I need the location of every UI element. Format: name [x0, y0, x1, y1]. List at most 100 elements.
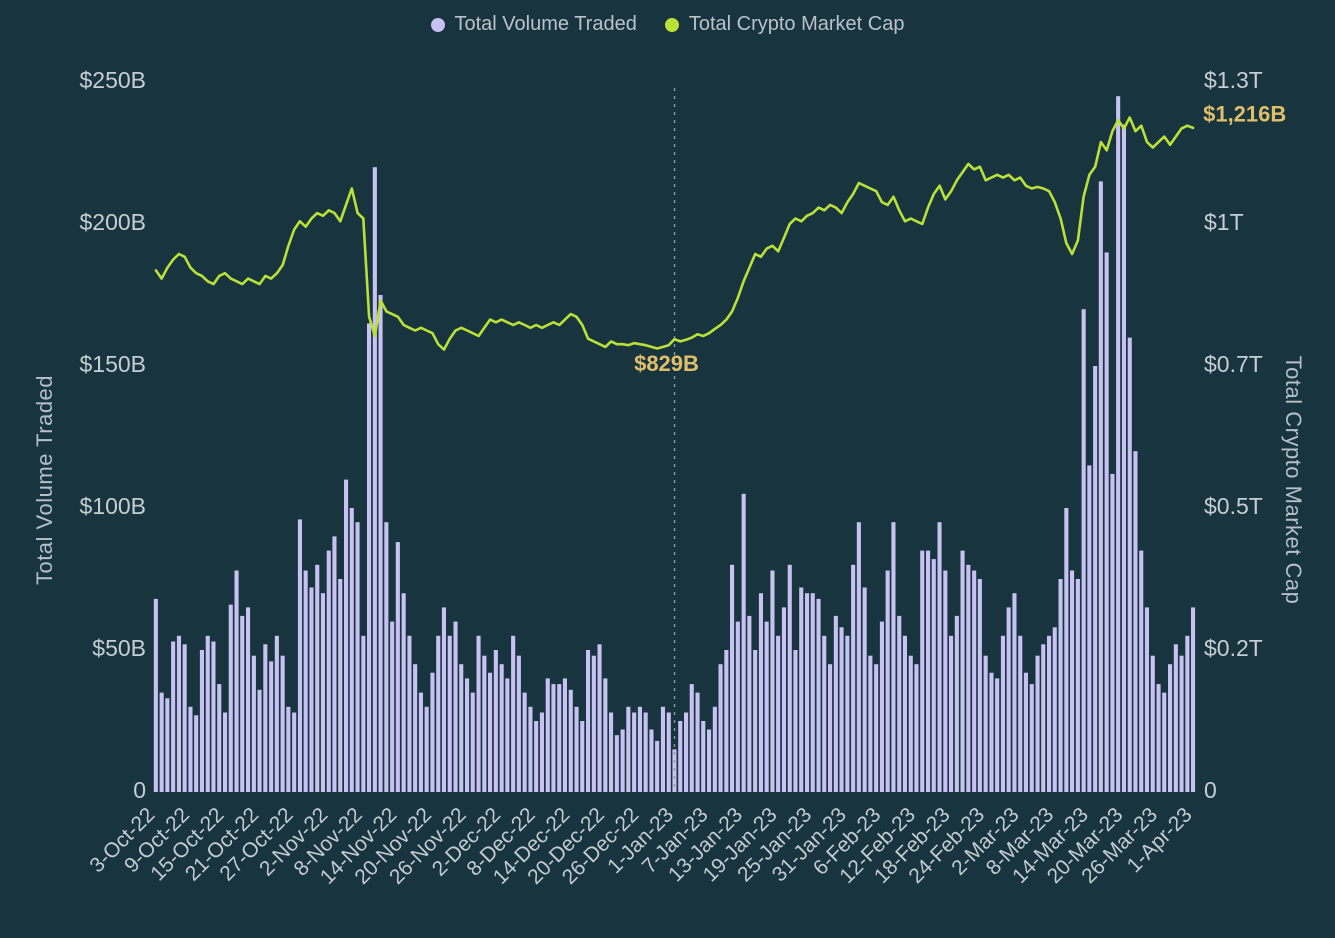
volume-bar[interactable]: [591, 655, 596, 792]
volume-bar[interactable]: [891, 522, 896, 792]
volume-bar[interactable]: [949, 635, 954, 792]
volume-bar[interactable]: [367, 323, 372, 792]
volume-bar[interactable]: [1121, 124, 1126, 793]
volume-bar[interactable]: [816, 598, 821, 792]
volume-bar[interactable]: [770, 570, 775, 793]
volume-bar[interactable]: [926, 550, 931, 792]
volume-bar[interactable]: [1018, 635, 1023, 792]
volume-bar[interactable]: [562, 678, 567, 792]
volume-bar[interactable]: [637, 706, 642, 792]
volume-bar[interactable]: [355, 522, 360, 792]
volume-bar[interactable]: [1029, 684, 1034, 792]
volume-bar[interactable]: [586, 650, 591, 792]
volume-bar[interactable]: [182, 644, 187, 792]
volume-bar[interactable]: [960, 550, 965, 792]
volume-bar[interactable]: [534, 721, 539, 792]
volume-bar[interactable]: [424, 706, 429, 792]
volume-bar[interactable]: [372, 167, 377, 792]
legend-item-volume[interactable]: Total Volume Traded: [430, 13, 637, 36]
volume-bar[interactable]: [845, 635, 850, 792]
volume-bar[interactable]: [839, 627, 844, 792]
volume-bar[interactable]: [1058, 579, 1063, 792]
volume-bar[interactable]: [787, 564, 792, 792]
volume-bar[interactable]: [799, 587, 804, 793]
volume-bar[interactable]: [199, 650, 204, 792]
volume-bar[interactable]: [528, 706, 533, 792]
volume-bar[interactable]: [684, 712, 689, 793]
volume-bar[interactable]: [194, 715, 199, 792]
volume-bar[interactable]: [620, 729, 625, 793]
volume-bar[interactable]: [678, 721, 683, 792]
volume-bar[interactable]: [833, 615, 838, 792]
volume-bar[interactable]: [338, 579, 343, 792]
volume-bar[interactable]: [580, 721, 585, 792]
volume-bar[interactable]: [344, 479, 349, 792]
volume-bar[interactable]: [303, 570, 308, 793]
volume-bar[interactable]: [436, 635, 441, 792]
volume-bar[interactable]: [297, 519, 302, 792]
volume-bar[interactable]: [228, 604, 233, 792]
volume-bar[interactable]: [781, 607, 786, 792]
volume-bar[interactable]: [574, 706, 579, 792]
volume-bar[interactable]: [557, 684, 562, 792]
volume-bar[interactable]: [511, 635, 516, 792]
volume-bar[interactable]: [695, 692, 700, 792]
volume-bar[interactable]: [153, 598, 158, 792]
volume-bar[interactable]: [805, 593, 810, 792]
volume-bar[interactable]: [1150, 655, 1155, 792]
volume-bar[interactable]: [822, 635, 827, 792]
volume-bar[interactable]: [1087, 465, 1092, 792]
volume-bar[interactable]: [897, 615, 902, 792]
volume-bar[interactable]: [1041, 644, 1046, 792]
volume-bar[interactable]: [430, 672, 435, 792]
market-cap-line[interactable]: [154, 116, 1195, 351]
volume-bar[interactable]: [712, 706, 717, 792]
volume-bar[interactable]: [1144, 607, 1149, 792]
volume-bar[interactable]: [470, 692, 475, 792]
volume-bar[interactable]: [1179, 655, 1184, 792]
volume-bar[interactable]: [1064, 508, 1069, 792]
volume-bar[interactable]: [1133, 451, 1138, 792]
volume-bar[interactable]: [793, 650, 798, 792]
volume-bar[interactable]: [632, 712, 637, 793]
volume-bar[interactable]: [753, 650, 758, 792]
volume-bar[interactable]: [522, 692, 527, 792]
volume-bar[interactable]: [764, 621, 769, 792]
volume-bar[interactable]: [459, 664, 464, 792]
volume-bar[interactable]: [320, 593, 325, 792]
volume-bar[interactable]: [326, 550, 331, 792]
volume-bar[interactable]: [931, 559, 936, 792]
volume-bar[interactable]: [862, 587, 867, 793]
volume-bar[interactable]: [378, 295, 383, 792]
volume-bar[interactable]: [609, 712, 614, 793]
volume-bar[interactable]: [989, 672, 994, 792]
volume-bar[interactable]: [516, 655, 521, 792]
volume-bar[interactable]: [176, 635, 181, 792]
volume-bar[interactable]: [223, 712, 228, 793]
volume-bar[interactable]: [724, 650, 729, 792]
volume-bar[interactable]: [349, 508, 354, 792]
volume-bar[interactable]: [286, 706, 291, 792]
volume-bar[interactable]: [418, 692, 423, 792]
volume-bar[interactable]: [868, 655, 873, 792]
volume-bar[interactable]: [551, 684, 556, 792]
volume-bar[interactable]: [1000, 635, 1005, 792]
volume-bar[interactable]: [977, 579, 982, 792]
volume-bar[interactable]: [1075, 579, 1080, 792]
volume-bar[interactable]: [159, 692, 164, 792]
volume-bar[interactable]: [1012, 593, 1017, 792]
volume-bar[interactable]: [1081, 309, 1086, 792]
volume-bar[interactable]: [701, 721, 706, 792]
volume-bar[interactable]: [315, 564, 320, 792]
volume-bar[interactable]: [730, 564, 735, 792]
volume-bar[interactable]: [1185, 635, 1190, 792]
volume-bar[interactable]: [614, 735, 619, 792]
volume-bar[interactable]: [292, 712, 297, 793]
volume-bar[interactable]: [234, 570, 239, 793]
volume-bar[interactable]: [488, 672, 493, 792]
volume-bar[interactable]: [1023, 672, 1028, 792]
volume-bar[interactable]: [499, 664, 504, 792]
volume-bar[interactable]: [257, 689, 262, 792]
volume-bar[interactable]: [217, 684, 222, 792]
volume-bar[interactable]: [735, 621, 740, 792]
